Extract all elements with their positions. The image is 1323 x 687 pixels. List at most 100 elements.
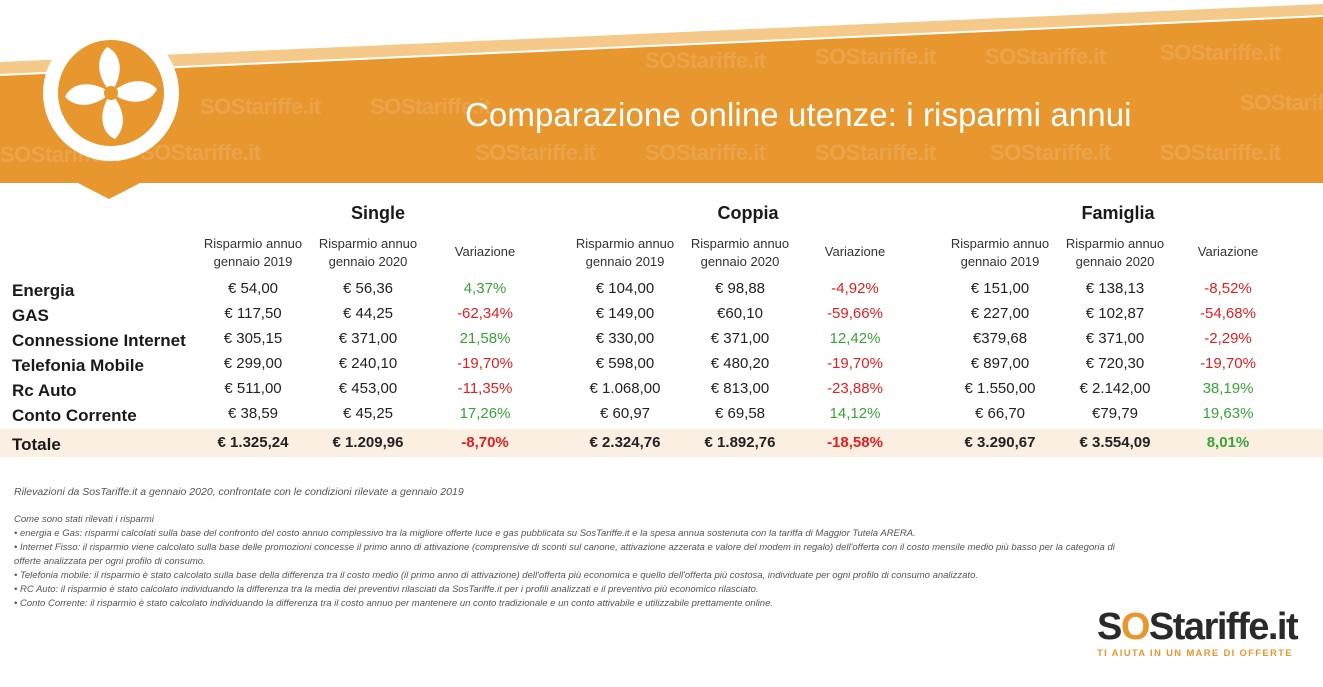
method-heading: Come sono stati rilevati i risparmi <box>14 514 154 525</box>
savings-cell: € 98,88 <box>714 280 766 297</box>
watermark: SOStariffe.it <box>645 140 766 165</box>
variation-cell: -18,58% <box>827 434 883 451</box>
variation-cell: 21,58% <box>459 330 511 347</box>
logo-s2: S <box>1148 606 1174 648</box>
sostariffe-logo: SOStariffe.it TI AIUTA IN UN MARE DI OFF… <box>1097 606 1299 659</box>
savings-cell: € 44,25 <box>342 305 394 322</box>
savings-cell: € 1.892,76 <box>704 434 776 451</box>
savings-cell: € 240,10 <box>338 355 398 372</box>
column-header-line: gennaio 2019 <box>213 254 293 269</box>
column-header-y2019: Risparmio annuo gennaio 2019 <box>565 235 685 271</box>
savings-cell: € 102,87 <box>1085 305 1145 322</box>
column-header-variazione: Variazione <box>454 244 516 259</box>
savings-cell: € 371,00 <box>338 330 398 347</box>
savings-cell: € 66,70 <box>974 405 1026 422</box>
method-bullet: • RC Auto: il risparmio è stato calcolat… <box>14 584 759 595</box>
watermark: SOStariffe.it <box>815 44 936 69</box>
method-bullet: • Telefonia mobile: il risparmio è stato… <box>14 570 978 581</box>
variation-cell: -11,35% <box>457 380 513 397</box>
logo-o: O <box>1120 606 1151 648</box>
column-header-line: Risparmio annuo <box>575 236 675 251</box>
variation-cell: -2,29% <box>1204 330 1252 347</box>
variation-cell: -19,70% <box>827 355 883 372</box>
savings-cell: € 453,00 <box>338 380 398 397</box>
savings-cell: € 56,36 <box>342 280 394 297</box>
variation-cell: -19,70% <box>457 355 513 372</box>
savings-cell: € 598,00 <box>595 355 655 372</box>
total-row-background <box>0 429 1323 457</box>
column-header-y2020: Risparmio annuo gennaio 2020 <box>680 235 800 271</box>
savings-cell: € 38,59 <box>227 405 279 422</box>
variation-cell: -62,34% <box>457 305 513 322</box>
savings-cell: € 138,13 <box>1085 280 1145 297</box>
savings-cell: € 3.290,67 <box>964 434 1036 451</box>
savings-cell: € 1.209,96 <box>332 434 404 451</box>
logo-wordmark: SOStariffe.it <box>1097 606 1299 648</box>
savings-cell: € 480,20 <box>710 355 770 372</box>
variation-cell: -4,92% <box>831 280 879 297</box>
savings-cell: € 1.068,00 <box>589 380 661 397</box>
banner-shapes <box>0 4 1323 199</box>
watermark: SOStariffe.it <box>1160 140 1281 165</box>
watermark: SOStariffe.it <box>1240 90 1323 115</box>
savings-cell: € 149,00 <box>595 305 655 322</box>
row-label: Connessione Internet <box>12 331 186 350</box>
savings-cell: €60,10 <box>717 305 763 322</box>
watermark: SOStariffe.it <box>1160 40 1281 65</box>
savings-cell: €79,79 <box>1092 405 1138 422</box>
method-bullet: • Conto Corrente: il risparmio è stato c… <box>14 598 774 609</box>
group-header-single: Single <box>350 203 405 223</box>
source-note: Rilevazioni da SosTariffe.it a gennaio 2… <box>14 486 464 498</box>
savings-cell: € 2.324,76 <box>589 434 661 451</box>
savings-cell: € 104,00 <box>595 280 655 297</box>
row-label: Conto Corrente <box>12 406 137 425</box>
savings-cell: € 54,00 <box>227 280 279 297</box>
watermark: SOStariffe.it <box>140 140 261 165</box>
variation-cell: 17,26% <box>459 405 511 422</box>
column-header-line: Risparmio annuo <box>203 236 303 251</box>
row-label: Rc Auto <box>12 381 77 400</box>
variation-cell: 4,37% <box>463 280 507 297</box>
variation-cell: -19,70% <box>1200 355 1256 372</box>
savings-cell: € 45,25 <box>342 405 394 422</box>
method-bullet: • Internet Fisso: il risparmio viene cal… <box>14 542 1115 553</box>
column-header-y2019: Risparmio annuo gennaio 2019 <box>940 235 1060 271</box>
savings-cell: € 227,00 <box>970 305 1030 322</box>
row-label: Totale <box>12 435 61 454</box>
savings-cell: € 69,58 <box>714 405 766 422</box>
column-header-line: Risparmio annuo <box>318 236 418 251</box>
column-header-line: gennaio 2020 <box>700 254 780 269</box>
savings-cell: € 151,00 <box>970 280 1030 297</box>
group-header-famiglia: Famiglia <box>1081 203 1155 223</box>
variation-cell: -8,52% <box>1204 280 1252 297</box>
column-header-line: Risparmio annuo <box>690 236 790 251</box>
row-label: Telefonia Mobile <box>12 356 144 375</box>
savings-cell: € 60,97 <box>599 405 651 422</box>
column-header-y2020: Risparmio annuo gennaio 2020 <box>1055 235 1175 271</box>
savings-cell: € 371,00 <box>710 330 770 347</box>
column-header-line: gennaio 2020 <box>1075 254 1155 269</box>
column-header-variazione: Variazione <box>824 244 886 259</box>
watermark: SOStariffe.it <box>200 94 321 119</box>
savings-cell: € 511,00 <box>224 380 282 397</box>
savings-cell: € 330,00 <box>595 330 655 347</box>
column-header-line: gennaio 2019 <box>585 254 665 269</box>
savings-cell: € 2.142,00 <box>1079 380 1151 397</box>
savings-cell: € 813,00 <box>710 380 770 397</box>
variation-cell: -8,70% <box>461 434 509 451</box>
watermark: SOStariffe.it <box>645 48 766 73</box>
row-label: GAS <box>12 306 49 325</box>
row-label: Energia <box>12 281 75 300</box>
watermark: SOStariffe.it <box>815 140 936 165</box>
propeller-logo-icon <box>43 25 179 161</box>
savings-cell: € 117,50 <box>224 305 282 322</box>
watermark: SOStariffe.it <box>985 44 1106 69</box>
watermark: SOStariffe.it <box>990 140 1111 165</box>
savings-cell: € 305,15 <box>223 330 283 347</box>
variation-cell: -54,68% <box>1200 305 1256 322</box>
savings-cell: € 1.550,00 <box>964 380 1036 397</box>
savings-cell: € 299,00 <box>223 355 283 372</box>
variation-cell: 38,19% <box>1202 380 1254 397</box>
column-header-line: Risparmio annuo <box>950 236 1050 251</box>
column-header-y2019: Risparmio annuo gennaio 2019 <box>193 235 313 271</box>
